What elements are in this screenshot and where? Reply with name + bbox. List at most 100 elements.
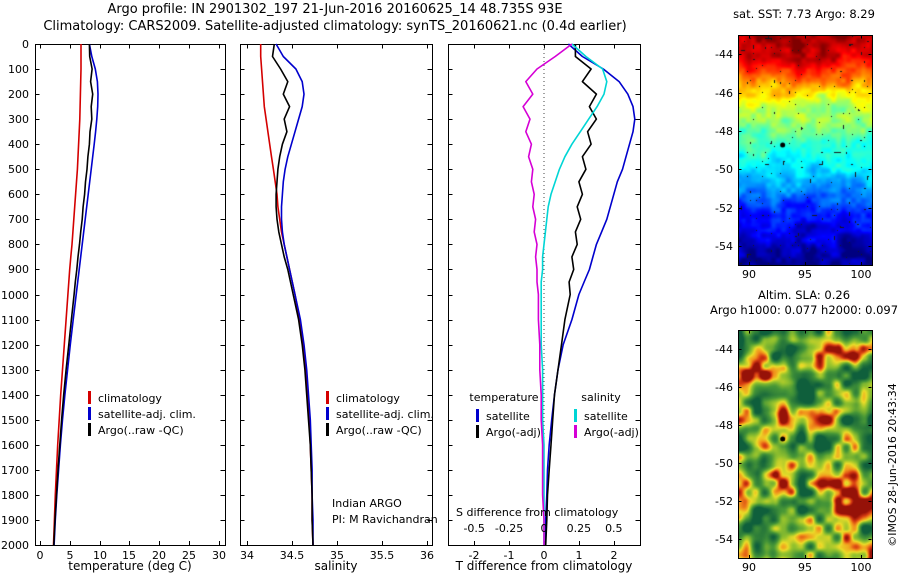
latitude-tick-label: -48 — [715, 419, 733, 432]
legend-marker — [88, 407, 91, 420]
x-tick-label: 35.5 — [370, 549, 395, 562]
depth-tick-label: 1800 — [1, 489, 29, 502]
depth-tick-label: 0 — [22, 38, 29, 51]
map-axes-box — [738, 330, 873, 559]
depth-tick-label: 2000 — [1, 539, 29, 552]
depth-tick-label: 1700 — [1, 464, 29, 477]
imos-credit: ©IMOS 28-Jun-2016 20:43:34 — [886, 383, 899, 547]
x-tick-label: 15 — [122, 549, 136, 562]
profile-line-argo-raw-qc- — [271, 43, 314, 546]
figure-title: Argo profile: IN 2901302_197 21-Jun-2016… — [107, 2, 563, 17]
longitude-tick-label: 100 — [851, 268, 872, 281]
depth-tick-label: 1000 — [1, 289, 29, 302]
depth-tick-label: 400 — [8, 138, 29, 151]
depth-tick-label: 900 — [8, 263, 29, 276]
legend-marker — [326, 391, 329, 404]
legend-marker — [326, 407, 329, 420]
depth-tick-label: 500 — [8, 163, 29, 176]
pi-annotation: PI: M Ravichandran — [332, 513, 438, 526]
x-tick-label: 5 — [67, 549, 74, 562]
depth-tick-label: 1900 — [1, 514, 29, 527]
x-tick-label: 34.5 — [280, 549, 305, 562]
legend-marker — [476, 425, 479, 438]
profile-line-satellite-adj-clim- — [275, 43, 314, 545]
temperature-axis-label: temperature (deg C) — [68, 559, 192, 573]
profile-line-salinity-argo-adj- — [522, 43, 573, 545]
latitude-tick-label: -46 — [715, 381, 733, 394]
x-tick-label: 0 — [37, 549, 44, 562]
profile-line-temperature-argo-adj- — [544, 44, 598, 546]
latitude-tick-label: -44 — [715, 343, 733, 356]
longitude-tick-label: 90 — [742, 561, 756, 574]
legend-marker — [476, 409, 479, 422]
latitude-tick-label: -44 — [715, 48, 733, 61]
longitude-tick-label: 95 — [798, 561, 812, 574]
program-annotation: Indian ARGO — [332, 497, 402, 510]
legend-label: climatology — [98, 392, 162, 405]
x-tick-label: 35 — [330, 549, 344, 562]
axes-box — [35, 44, 226, 546]
x-tick-label: 0 — [541, 549, 548, 562]
x-tick-label: 2 — [611, 549, 618, 562]
x-tick-label: 1 — [576, 549, 583, 562]
profile-line-satellite-adj-clim- — [53, 43, 99, 546]
axes-box — [240, 44, 433, 546]
legend-label: Argo(-adj) — [584, 426, 639, 439]
legend-marker — [88, 391, 91, 404]
s-axis-tick-label: 0.5 — [605, 522, 623, 535]
legend-label: Argo(..raw -QC) — [336, 424, 422, 437]
latitude-tick-label: -52 — [715, 495, 733, 508]
depth-tick-label: 1200 — [1, 339, 29, 352]
sst-map-image — [738, 35, 872, 265]
latitude-tick-label: -50 — [715, 163, 733, 176]
depth-tick-label: 1600 — [1, 439, 29, 452]
salinity-axis-label: salinity — [314, 559, 358, 573]
longitude-tick-label: 90 — [742, 268, 756, 281]
x-tick-label: 10 — [93, 549, 107, 562]
legend-marker — [574, 425, 577, 438]
legend-label: climatology — [336, 392, 400, 405]
s-axis-label: S difference from climatology — [456, 506, 619, 519]
depth-tick-label: 600 — [8, 188, 29, 201]
figure-subtitle: Climatology: CARS2009. Satellite-adjuste… — [43, 19, 627, 34]
depth-tick-label: 700 — [8, 213, 29, 226]
longitude-tick-label: 100 — [851, 561, 872, 574]
depth-tick-label: 800 — [8, 238, 29, 251]
legend-label: satellite-adj. clim. — [336, 408, 434, 421]
legend-label: satellite — [584, 410, 628, 423]
longitude-tick-label: 95 — [798, 268, 812, 281]
latitude-tick-label: -54 — [715, 533, 733, 546]
latitude-tick-label: -50 — [715, 457, 733, 470]
legend-label: satellite-adj. clim. — [98, 408, 196, 421]
legend-label: Argo(..raw -QC) — [98, 424, 184, 437]
depth-tick-label: 1400 — [1, 389, 29, 402]
depth-tick-label: 1100 — [1, 314, 29, 327]
s-axis-tick-label: 0 — [541, 522, 548, 535]
t-difference-axis-label: T difference from climatology — [455, 559, 633, 573]
s-axis-tick-label: 0.25 — [567, 522, 592, 535]
depth-tick-label: 1300 — [1, 364, 29, 377]
latitude-tick-label: -48 — [715, 125, 733, 138]
map-axes-box — [738, 35, 873, 266]
x-tick-label: 36 — [420, 549, 434, 562]
sla-map-image — [738, 330, 872, 558]
x-tick-label: -2 — [469, 549, 480, 562]
x-tick-label: 25 — [182, 549, 196, 562]
x-tick-label: 20 — [152, 549, 166, 562]
latitude-tick-label: -54 — [715, 240, 733, 253]
legend-marker — [574, 409, 577, 422]
sla-map-subtitle: Argo h1000: 0.077 h2000: 0.097 — [710, 303, 899, 317]
x-tick-label: 30 — [212, 549, 226, 562]
legend-label: Argo(-adj) — [486, 426, 541, 439]
profile-line-climatology — [52, 44, 82, 546]
legend-group-label: temperature — [469, 391, 538, 404]
profile-line-argo-raw-qc- — [53, 43, 94, 546]
legend-group-label: salinity — [581, 391, 621, 404]
legend-label: satellite — [486, 410, 530, 423]
x-tick-label: 34 — [240, 549, 254, 562]
x-tick-label: -1 — [504, 549, 515, 562]
legend-marker — [326, 423, 329, 436]
depth-tick-label: 1500 — [1, 414, 29, 427]
